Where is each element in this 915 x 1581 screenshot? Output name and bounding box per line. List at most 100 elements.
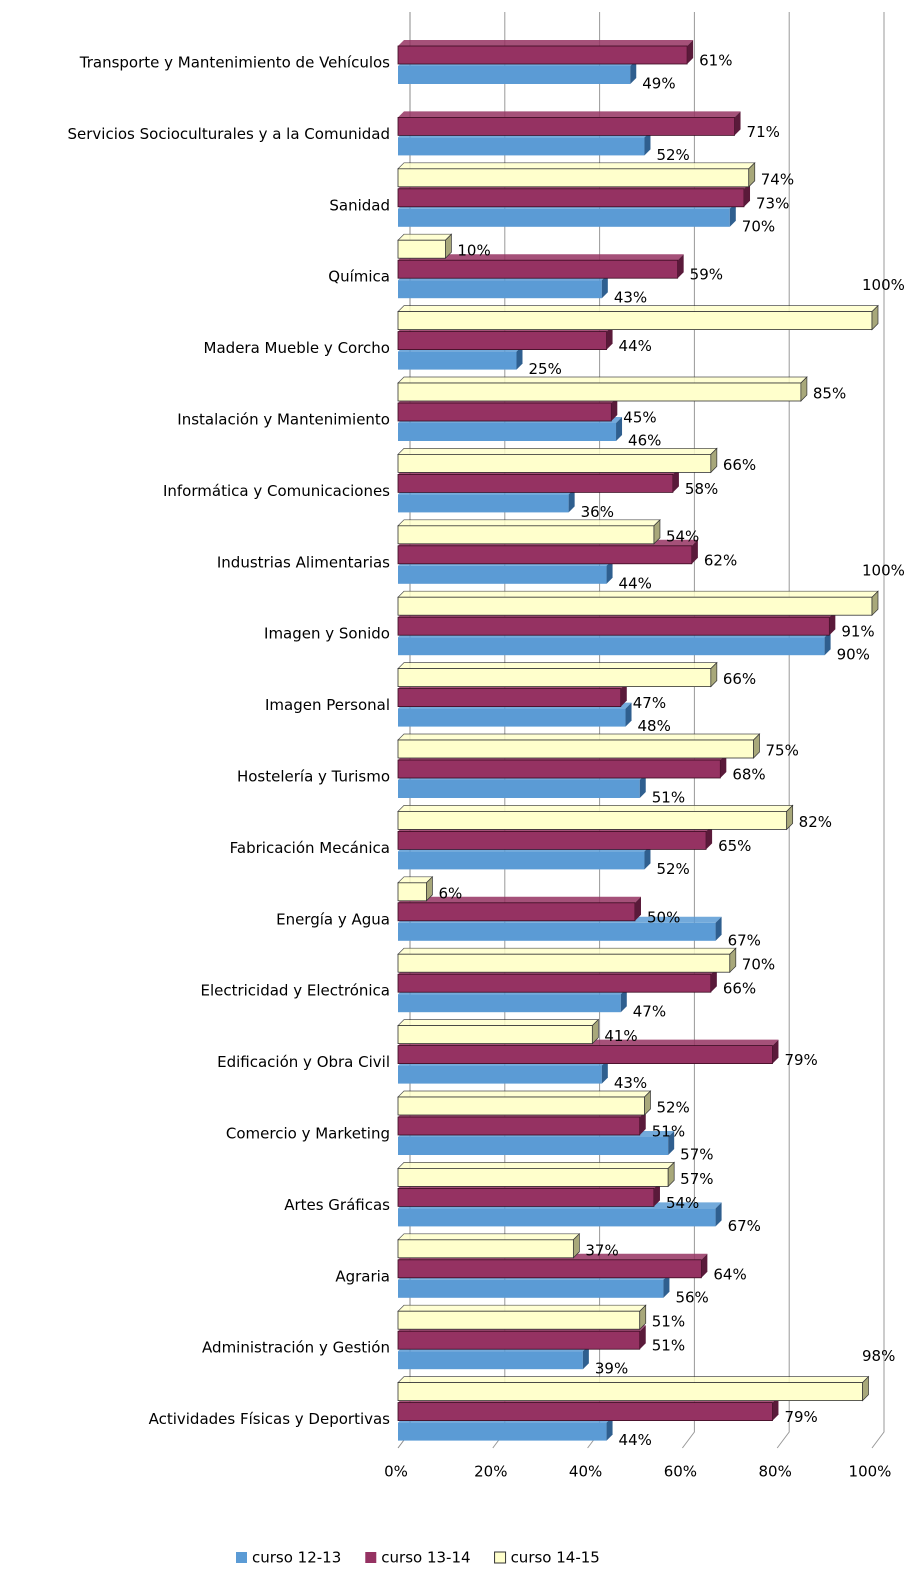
bar-top bbox=[398, 254, 684, 261]
bar bbox=[397, 1096, 645, 1116]
bar-top bbox=[398, 40, 694, 46]
bar-top bbox=[397, 1090, 652, 1098]
bar-side bbox=[639, 1111, 646, 1135]
y-tick-label: Industrias Alimentarias bbox=[217, 553, 390, 571]
y-tick-label: Imagen Personal bbox=[265, 696, 390, 714]
grid-line bbox=[492, 12, 506, 1449]
bar bbox=[397, 739, 754, 759]
bar bbox=[397, 525, 655, 545]
bar-side bbox=[639, 774, 646, 798]
bar-side bbox=[710, 968, 717, 993]
bar-side bbox=[871, 590, 879, 617]
y-tick-label: Energía y Agua bbox=[276, 910, 390, 928]
bar-side bbox=[582, 1345, 589, 1370]
bar-top bbox=[397, 305, 879, 312]
bar bbox=[398, 780, 640, 798]
value-label: 58% bbox=[685, 480, 718, 498]
bar bbox=[398, 1065, 602, 1084]
value-label: 43% bbox=[614, 1074, 647, 1092]
value-label: 51% bbox=[652, 1313, 685, 1331]
value-label: 44% bbox=[619, 337, 652, 355]
bar-top bbox=[397, 1376, 870, 1383]
bar bbox=[397, 311, 873, 331]
bar-side bbox=[606, 325, 613, 350]
value-label: 75% bbox=[766, 742, 799, 760]
bar bbox=[397, 331, 607, 351]
value-label: 44% bbox=[619, 574, 652, 592]
x-tick-label: 20% bbox=[474, 1463, 507, 1481]
bar bbox=[397, 1116, 641, 1136]
bar bbox=[398, 565, 607, 584]
y-tick-label: Administración y Gestión bbox=[202, 1339, 390, 1357]
bar-top bbox=[397, 162, 756, 170]
value-label: 74% bbox=[761, 170, 794, 188]
value-label: 82% bbox=[799, 813, 832, 831]
value-label: 70% bbox=[742, 217, 775, 235]
bar-top bbox=[397, 733, 761, 741]
bar-side bbox=[871, 304, 879, 331]
bar-side bbox=[668, 1131, 675, 1155]
value-label: 52% bbox=[656, 860, 689, 878]
value-label: 65% bbox=[718, 837, 751, 855]
value-label: 48% bbox=[638, 717, 671, 735]
legend-label: curso 13-14 bbox=[381, 1549, 470, 1567]
bar bbox=[398, 208, 730, 227]
bar bbox=[397, 973, 712, 993]
bar-side bbox=[687, 40, 694, 64]
y-tick-label: Imagen y Sonido bbox=[264, 625, 390, 643]
bar bbox=[397, 1045, 773, 1064]
bar-side bbox=[573, 1232, 580, 1259]
value-label: 59% bbox=[690, 266, 723, 284]
bar-side bbox=[445, 233, 452, 260]
value-label: 85% bbox=[813, 385, 846, 403]
y-tick-label: Agraria bbox=[335, 1267, 390, 1285]
value-label: 57% bbox=[680, 1170, 713, 1188]
value-label: 61% bbox=[699, 52, 732, 70]
bar-side bbox=[653, 518, 661, 545]
bar bbox=[397, 902, 636, 922]
bar bbox=[398, 851, 645, 870]
value-label: 49% bbox=[642, 75, 675, 93]
legend-label: curso 12-13 bbox=[252, 1549, 341, 1567]
x-tick-label: 40% bbox=[569, 1463, 602, 1481]
value-label: 98% bbox=[862, 1347, 895, 1365]
bar-top bbox=[397, 1162, 676, 1169]
bar bbox=[397, 596, 873, 616]
bar-side bbox=[800, 376, 808, 402]
bar-side bbox=[677, 254, 684, 279]
value-label: 52% bbox=[656, 146, 689, 164]
bar-side bbox=[824, 631, 831, 656]
bar-top bbox=[397, 376, 808, 384]
value-label: 62% bbox=[704, 551, 737, 569]
bar-side bbox=[591, 1018, 599, 1045]
bar-side bbox=[625, 702, 632, 727]
bar-side bbox=[639, 1325, 646, 1350]
bar-side bbox=[691, 539, 698, 564]
y-tick-label: Transporte y Mantenimiento de Vehículos bbox=[79, 54, 390, 72]
x-tick-label: 0% bbox=[384, 1463, 408, 1481]
value-label: 51% bbox=[652, 789, 685, 807]
bar bbox=[397, 168, 750, 188]
bar-side bbox=[644, 845, 651, 870]
bar bbox=[398, 66, 631, 84]
bar-top bbox=[397, 1233, 581, 1241]
bar-side bbox=[720, 754, 727, 778]
bar bbox=[397, 1168, 669, 1187]
bar bbox=[397, 831, 707, 850]
x-tick-label: 100% bbox=[849, 1463, 892, 1481]
value-label: 51% bbox=[652, 1123, 685, 1141]
bar bbox=[398, 1137, 669, 1155]
bar-side bbox=[426, 875, 433, 902]
bar bbox=[397, 1330, 641, 1350]
bar-side bbox=[568, 488, 575, 513]
bar-side bbox=[744, 182, 751, 207]
value-label: 52% bbox=[656, 1099, 689, 1117]
grid-line bbox=[776, 12, 790, 1449]
x-tick-label: 60% bbox=[664, 1463, 697, 1481]
bar bbox=[397, 1239, 574, 1259]
grid-line bbox=[682, 12, 695, 1449]
value-label: 43% bbox=[614, 289, 647, 307]
legend-swatch bbox=[494, 1551, 507, 1564]
bar bbox=[397, 402, 612, 422]
